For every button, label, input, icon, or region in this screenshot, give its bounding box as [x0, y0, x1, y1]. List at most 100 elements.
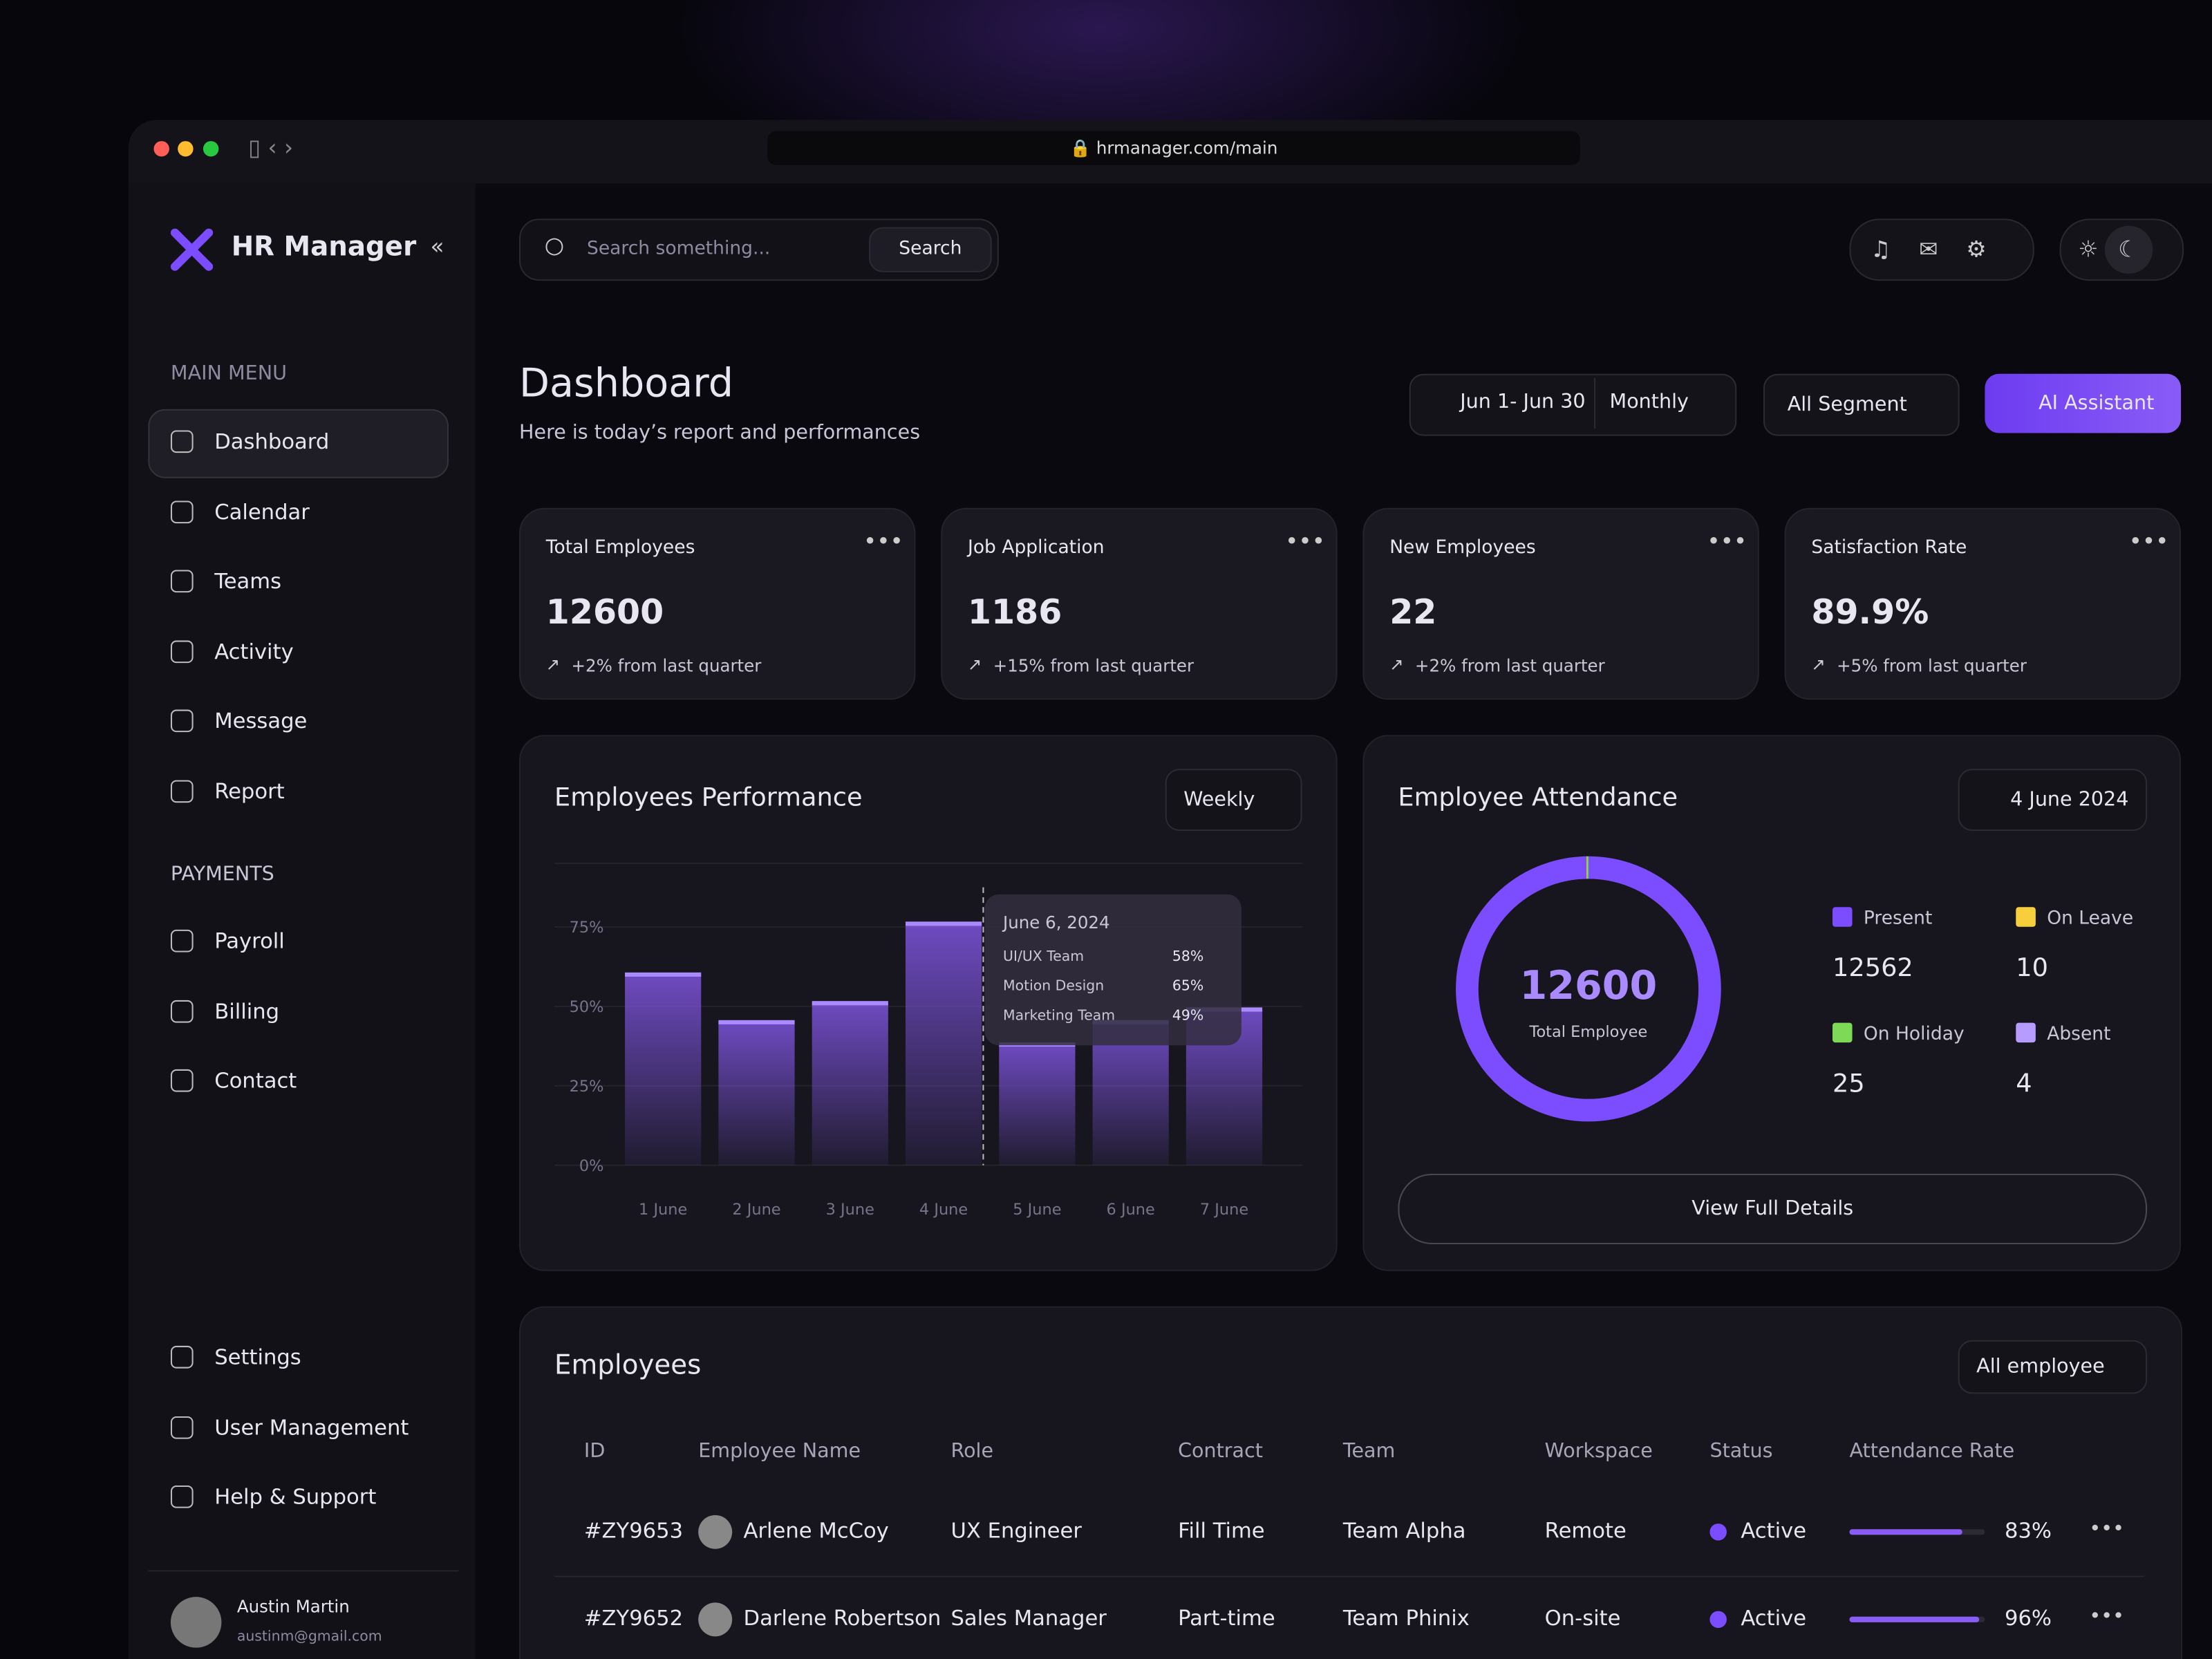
- legend-label: Present: [1864, 908, 1933, 929]
- legend-label: On Leave: [2047, 908, 2133, 929]
- trend-icon: ↗: [1389, 654, 1404, 675]
- max-dot[interactable]: [203, 141, 219, 157]
- icon-group[interactable]: ♫✉⚙: [1849, 218, 2034, 281]
- emp-filter[interactable]: All employee: [1958, 1340, 2148, 1394]
- menu-item[interactable]: Teams: [214, 568, 282, 594]
- menu-item[interactable]: Billing: [214, 997, 280, 1024]
- bar: [905, 924, 982, 1165]
- trend-icon: ↗: [967, 654, 982, 675]
- user-email: austinm@gmail.com: [236, 1629, 382, 1645]
- menu-item[interactable]: Dashboard: [214, 429, 330, 455]
- cell-id: #ZY9653: [583, 1517, 684, 1544]
- x-tick-label: 3 June: [826, 1201, 874, 1219]
- min-dot[interactable]: [178, 141, 194, 157]
- column-header: Workspace: [1544, 1440, 1653, 1463]
- progress-bar: [1849, 1616, 1980, 1622]
- view-details[interactable]: View Full Details: [1398, 1173, 2148, 1244]
- period[interactable]: Monthly: [1609, 391, 1689, 413]
- att-date[interactable]: 4 June 2024: [1958, 769, 2148, 832]
- collapse[interactable]: «: [430, 232, 444, 260]
- menu-item[interactable]: Report: [214, 778, 285, 804]
- stat-value: 12600: [545, 592, 664, 632]
- close-dot[interactable]: [153, 141, 169, 157]
- nav-icons[interactable]: ▯ ‹ ›: [248, 133, 294, 161]
- tooltip-value: 65%: [1172, 979, 1204, 995]
- menu-item[interactable]: Payroll: [214, 928, 285, 954]
- att-total: 12600: [1519, 962, 1658, 1009]
- column-header: Team: [1342, 1440, 1396, 1463]
- date-range: Jun 1- Jun 30: [1460, 391, 1586, 413]
- cell-role: UX Engineer: [950, 1517, 1082, 1544]
- y-tick-label: 75%: [570, 919, 604, 937]
- legend-value: 4: [2016, 1069, 2032, 1098]
- tooltip: [984, 894, 1241, 1046]
- page-subtitle: Here is today’s report and performances: [519, 422, 921, 444]
- legend-swatch: [1832, 1022, 1853, 1043]
- stat-label: Job Application: [967, 537, 1105, 559]
- legend-label: Absent: [2047, 1023, 2110, 1044]
- cell-id: #ZY9652: [583, 1605, 684, 1631]
- x-tick-label: 4 June: [919, 1201, 968, 1219]
- stat-menu[interactable]: •••: [1285, 527, 1325, 555]
- menu-icon: [170, 1069, 194, 1092]
- att-title: Employee Attendance: [1398, 782, 1678, 813]
- menu-item[interactable]: User Management: [214, 1414, 409, 1440]
- stat-change: +2% from last quarter: [571, 655, 762, 676]
- stat-menu[interactable]: •••: [2128, 527, 2169, 555]
- x-tick-label: 2 June: [732, 1201, 780, 1219]
- tooltip-value: 58%: [1172, 949, 1204, 965]
- stat-menu[interactable]: •••: [1707, 527, 1747, 555]
- theme-toggle[interactable]: ☼ ☾: [2059, 218, 2184, 281]
- tooltip-team: Marketing Team: [1003, 1009, 1116, 1024]
- stat-change: +15% from last quarter: [993, 655, 1194, 676]
- employees-card: [519, 1306, 2183, 1659]
- segment[interactable]: All Segment: [1763, 373, 1960, 436]
- cell-team: Team Phinix: [1342, 1605, 1470, 1631]
- bar-cap: [625, 972, 702, 977]
- stat-value: 89.9%: [1811, 592, 1929, 632]
- logo: [170, 228, 214, 271]
- bar-cap: [905, 921, 982, 926]
- att-total-label: Total Employee: [1529, 1022, 1648, 1042]
- tooltip-value: 49%: [1172, 1009, 1204, 1024]
- row-menu[interactable]: •••: [2089, 1605, 2124, 1629]
- search-button[interactable]: Search: [869, 227, 992, 272]
- stat-label: New Employees: [1389, 537, 1536, 559]
- y-tick-label: 25%: [570, 1078, 604, 1096]
- legend-value: 25: [1833, 1069, 1865, 1098]
- search-icon: ○: [544, 231, 565, 259]
- stat-card: [1784, 507, 2182, 700]
- donut-segment: [1456, 856, 1721, 1122]
- bar-cap: [812, 1001, 888, 1006]
- menu-item[interactable]: Calendar: [214, 498, 310, 525]
- legend-swatch: [2016, 907, 2036, 927]
- bar: [1092, 1022, 1169, 1165]
- menu-icon: [170, 570, 194, 593]
- menu-item[interactable]: Message: [214, 708, 308, 734]
- row-menu[interactable]: •••: [2089, 1517, 2124, 1541]
- menu-icon: [170, 639, 194, 663]
- legend-value: 10: [2016, 953, 2048, 982]
- ai-button[interactable]: AI Assistant: [1985, 373, 2182, 433]
- url-bar[interactable]: 🔒 hrmanager.com/main: [767, 131, 1580, 165]
- cell-workspace: On-site: [1544, 1605, 1621, 1631]
- menu-item[interactable]: Activity: [214, 638, 294, 664]
- menu-icon: [170, 779, 194, 803]
- bar: [718, 1022, 795, 1165]
- menu-item[interactable]: Contact: [214, 1067, 297, 1094]
- stat-value: 1186: [967, 592, 1062, 632]
- legend-swatch: [2016, 1022, 2036, 1043]
- date-control[interactable]: [1409, 373, 1737, 436]
- stat-menu[interactable]: •••: [863, 527, 903, 555]
- legend-value: 12562: [1833, 953, 1913, 982]
- cell-status: Active: [1741, 1605, 1807, 1631]
- status-dot: [1709, 1611, 1727, 1629]
- perf-period[interactable]: Weekly: [1165, 769, 1302, 832]
- avatar: [698, 1515, 733, 1549]
- menu-item[interactable]: Help & Support: [214, 1483, 377, 1510]
- url: hrmanager.com/main: [1096, 138, 1278, 158]
- x-tick-label: 1 June: [639, 1201, 687, 1219]
- tooltip-team: Motion Design: [1003, 979, 1105, 995]
- menu-item[interactable]: Settings: [214, 1344, 301, 1370]
- emp-title: Employees: [554, 1350, 702, 1381]
